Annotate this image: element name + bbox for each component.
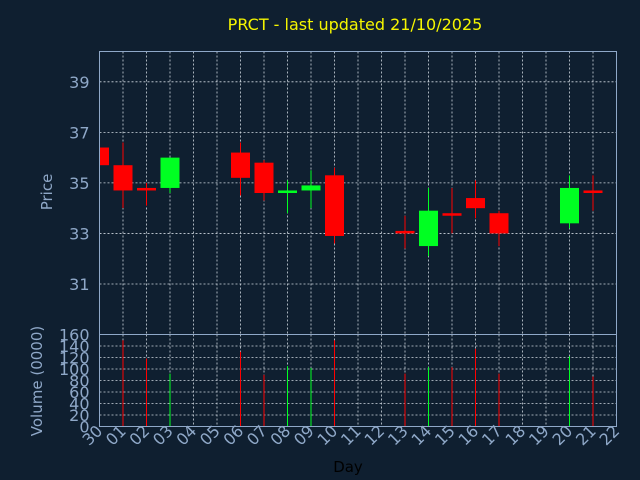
volume-y-tick: 40 bbox=[69, 395, 89, 414]
volume-y-tick: 120 bbox=[59, 349, 90, 368]
candle-body bbox=[419, 210, 438, 247]
volume-bars bbox=[122, 340, 594, 427]
volume-y-tick: 140 bbox=[59, 337, 90, 356]
volume-panel-frame bbox=[99, 334, 617, 427]
volume-y-tick: 160 bbox=[59, 326, 90, 345]
volume-y-tick: 0 bbox=[79, 418, 89, 437]
volume-y-tick: 100 bbox=[59, 360, 90, 379]
volume-gridlines bbox=[99, 334, 617, 427]
volume-y-tick: 20 bbox=[69, 406, 89, 425]
volume-axis-label: Volume (0000) bbox=[28, 326, 46, 436]
candle-body bbox=[137, 187, 156, 191]
candle-body bbox=[231, 152, 250, 178]
price-gridlines bbox=[99, 51, 617, 335]
candle-body bbox=[583, 190, 603, 193]
chart-title: PRCT - last updated 21/10/2025 bbox=[228, 15, 483, 34]
candle-body bbox=[160, 157, 180, 188]
price-y-tick: 39 bbox=[69, 73, 89, 92]
candle-body bbox=[254, 162, 274, 193]
candle-body bbox=[278, 190, 297, 193]
price-y-tick: 33 bbox=[69, 224, 89, 243]
candle-body bbox=[301, 185, 321, 191]
price-y-tick: 31 bbox=[69, 275, 89, 294]
x-axis-label: Day bbox=[333, 458, 363, 476]
candle-body bbox=[113, 165, 133, 191]
candle-body bbox=[466, 198, 485, 209]
candle-body bbox=[489, 213, 509, 234]
candle-body bbox=[395, 230, 415, 234]
price-y-tick-labels: 31 33 35 37 39 bbox=[69, 73, 89, 294]
x-tick-label: 22 bbox=[595, 421, 623, 449]
volume-y-tick: 60 bbox=[69, 383, 89, 402]
candle-body bbox=[99, 147, 109, 166]
candle-body bbox=[325, 175, 344, 236]
price-y-tick: 37 bbox=[69, 123, 89, 142]
price-axis-label: Price bbox=[38, 174, 56, 211]
x-tick-labels: 3001020304050607080910111213141516171819… bbox=[78, 421, 623, 449]
volume-y-tick: 80 bbox=[69, 372, 89, 391]
price-y-tick: 35 bbox=[69, 174, 89, 193]
candle-body bbox=[560, 187, 579, 224]
candle-body bbox=[442, 213, 462, 216]
price-candles bbox=[99, 142, 603, 257]
